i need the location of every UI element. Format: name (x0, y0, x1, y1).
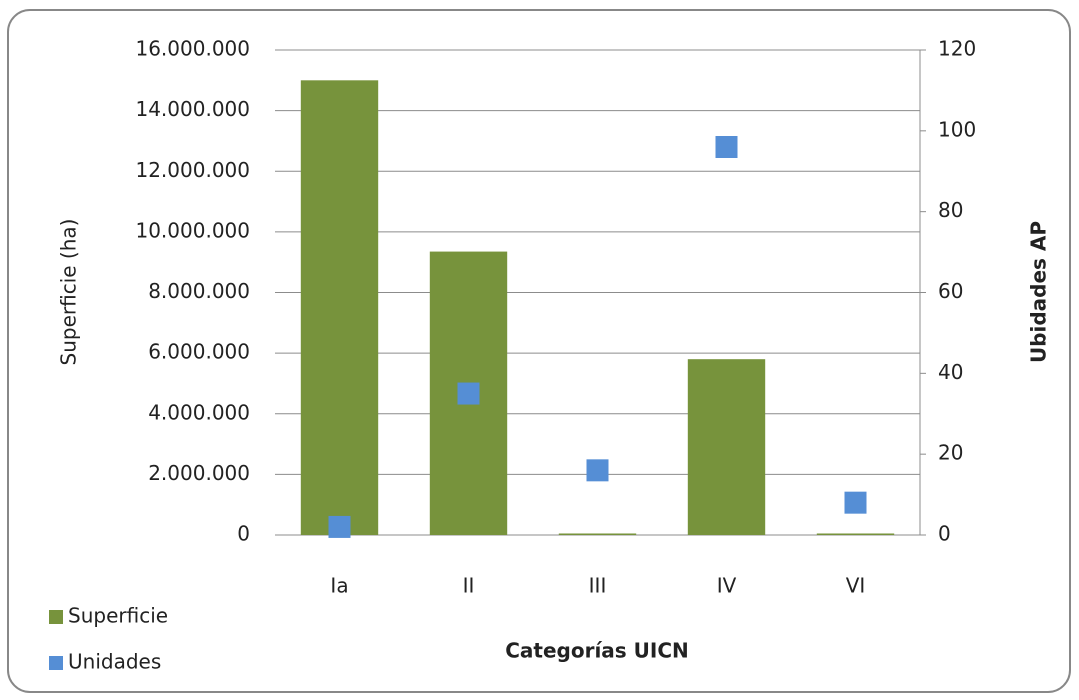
bar (558, 533, 637, 535)
y-axis-label: Superficie (ha) (57, 219, 81, 366)
x-tick-label: Ia (330, 574, 348, 598)
y2-tick-label: 0 (938, 522, 951, 546)
legend-swatch (49, 610, 63, 624)
x-axis-label: Categorías UICN (505, 639, 689, 663)
y-tick-label: 4.000.000 (148, 400, 250, 424)
y-tick-label: 16.000.000 (135, 37, 250, 61)
x-tick-label: III (589, 574, 607, 598)
legend-swatch (49, 656, 63, 670)
y2-tick-label: 100 (938, 117, 976, 141)
bar (687, 359, 766, 535)
y2-axis-label: Ubidades AP (1027, 221, 1051, 363)
y-tick-label: 12.000.000 (135, 158, 250, 182)
marker (586, 459, 609, 482)
marker (715, 136, 738, 158)
y-tick-label: 6.000.000 (148, 340, 250, 364)
marker (328, 515, 351, 538)
x-tick-label: IV (717, 574, 737, 598)
legend-label: Unidades (68, 650, 161, 674)
y-tick-label: 2.000.000 (148, 461, 250, 485)
y2-tick-label: 120 (938, 37, 976, 61)
y2-tick-label: 40 (938, 360, 963, 384)
y-tick-label: 8.000.000 (148, 279, 250, 303)
bar (816, 533, 895, 535)
x-tick-label: VI (846, 574, 866, 598)
chart-border (7, 9, 1071, 693)
y2-tick-label: 20 (938, 441, 963, 465)
bar (300, 80, 379, 535)
y-tick-label: 0 (237, 522, 250, 546)
legend-label: Superficie (68, 604, 168, 628)
x-tick-label: II (463, 574, 475, 598)
y-tick-label: 10.000.000 (135, 218, 250, 242)
y-tick-label: 14.000.000 (135, 97, 250, 121)
marker (844, 491, 867, 514)
y2-tick-label: 80 (938, 198, 963, 222)
y2-tick-label: 60 (938, 279, 963, 303)
marker (457, 382, 480, 405)
